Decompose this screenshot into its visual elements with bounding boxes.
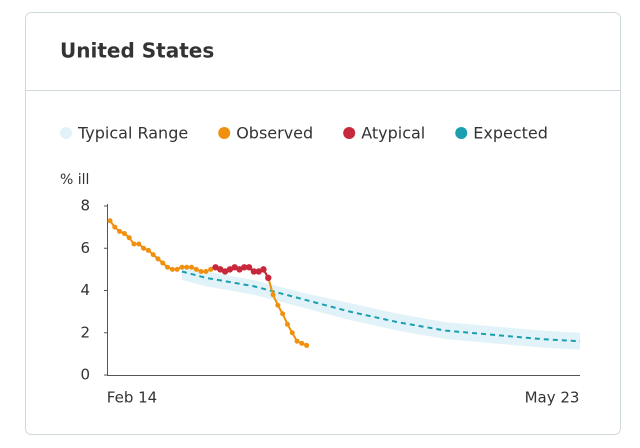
observed-point (117, 228, 123, 234)
expected-line (181, 270, 581, 343)
observed-point (107, 218, 113, 224)
atypical-point (255, 268, 262, 275)
observed-point (155, 256, 161, 262)
observed-point (270, 292, 276, 298)
observed-point (150, 252, 156, 258)
observed-point (179, 264, 185, 270)
observed-point (160, 260, 166, 266)
observed-point (169, 266, 175, 272)
atypical-point (241, 264, 248, 271)
observed-point (193, 266, 199, 272)
atypical-point (221, 268, 229, 275)
observed-point (112, 224, 118, 230)
observed-point (284, 321, 290, 327)
atypical-point (212, 264, 219, 271)
legend-label: Atypical (361, 124, 425, 143)
atypical-point (226, 266, 234, 273)
observed-point (198, 268, 204, 274)
legend-swatch (455, 127, 468, 139)
observed-point (136, 241, 142, 247)
legend-label: Observed (236, 124, 313, 143)
y-tick-label: 6 (80, 239, 90, 257)
observed-point (304, 342, 310, 348)
observed-point (174, 266, 180, 272)
observed-point (121, 230, 127, 236)
observed-point (208, 266, 214, 272)
chart-title: United States (60, 39, 214, 63)
legend-label: Expected (473, 124, 548, 143)
atypical-point (260, 266, 267, 273)
atypical-point (231, 264, 238, 271)
legend-swatch (218, 127, 231, 139)
legend-swatch (60, 127, 72, 139)
observed-point (275, 302, 281, 308)
observed-point (294, 338, 300, 344)
y-tick-label: 4 (80, 281, 90, 299)
legend-swatch (343, 127, 356, 139)
y-tick-label: 8 (80, 197, 90, 215)
legend-label: Typical Range (77, 124, 188, 143)
observed-point (280, 311, 286, 317)
observed-point (165, 264, 171, 270)
observed-point (126, 235, 132, 241)
atypical-point (265, 274, 272, 282)
observed-point (203, 268, 209, 274)
y-tick-label: 0 (80, 366, 90, 384)
atypical-point (236, 266, 243, 273)
card-border (25, 12, 621, 435)
atypical-point (217, 266, 224, 273)
y-axis-label: % ill (60, 172, 89, 188)
atypical-point (250, 268, 258, 275)
observed-point (184, 264, 190, 270)
observed-point (145, 247, 151, 253)
x-tick-label: Feb 14 (107, 389, 157, 407)
typical-range (181, 265, 580, 350)
observed-point (189, 264, 195, 270)
observed-point (131, 241, 137, 247)
observed-point (299, 340, 305, 346)
y-tick-label: 2 (80, 323, 90, 341)
observed-point (289, 330, 295, 336)
x-tick-label: May 23 (525, 389, 580, 407)
atypical-point (245, 264, 253, 271)
observed-point (141, 245, 147, 251)
